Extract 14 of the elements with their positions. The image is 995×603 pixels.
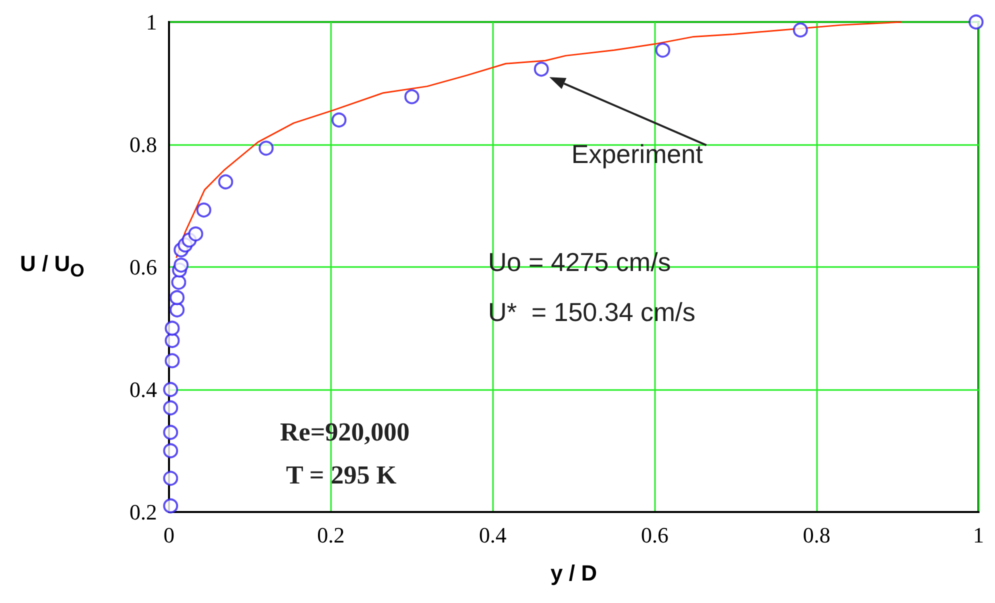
- y-tick-label: 0.2: [130, 500, 157, 524]
- y-tick-label: 1: [146, 10, 157, 34]
- x-tick-label: 1: [973, 522, 984, 548]
- x-axis-title: y / D: [550, 560, 597, 586]
- x-tick-label: 0.8: [802, 522, 830, 548]
- x-tick-label: 0.4: [479, 522, 507, 548]
- y-axis-title: U / U$_{O}$: [20, 251, 84, 282]
- x-tick-label: 0: [164, 522, 174, 548]
- x-tick-label: 0.2: [317, 522, 345, 548]
- y-tick-label: 0.4: [130, 377, 157, 402]
- y-tick-label: 0.6: [130, 254, 157, 280]
- x-tick-label: 0.6: [640, 522, 668, 548]
- annotation: T = 295 K: [286, 460, 398, 490]
- y-tick-label: 0.8: [130, 132, 157, 157]
